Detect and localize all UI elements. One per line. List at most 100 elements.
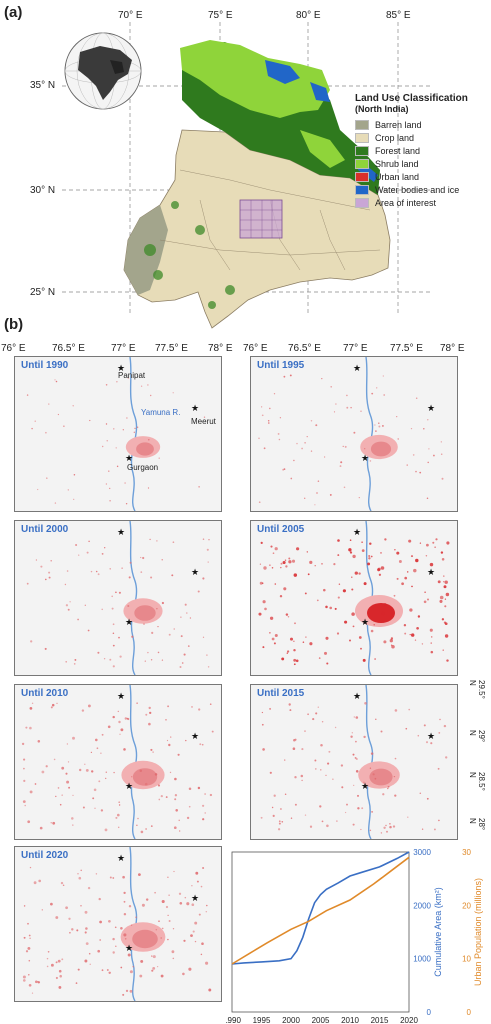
- settlement-dot: [178, 892, 182, 895]
- settlement-dot: [177, 753, 180, 756]
- settlement-dot: [37, 740, 41, 743]
- settlement-dot: [130, 924, 133, 926]
- settlement-dot: [88, 952, 91, 955]
- settlement-dot: [307, 713, 309, 716]
- settlement-dot: [66, 780, 70, 784]
- settlement-dot: [109, 499, 111, 502]
- lat-tick-2: 28.5° N: [468, 772, 486, 791]
- settlement-dot: [124, 717, 128, 720]
- settlement-dot: [61, 766, 65, 770]
- settlement-dot: [76, 929, 79, 932]
- settlement-dot: [188, 805, 191, 808]
- settlement-dot: [174, 777, 177, 781]
- settlement-dot: [55, 795, 57, 798]
- settlement-dot: [273, 794, 276, 797]
- settlement-dot: [360, 410, 362, 413]
- x-tick-label: 1990: [226, 1016, 241, 1024]
- urban-map-2015: ★ ★ ★ Until 2015: [250, 684, 458, 840]
- settlement-dot: [123, 900, 126, 903]
- settlement-dot: [440, 551, 444, 554]
- city-star-icon: ★: [117, 691, 125, 701]
- settlement-dot: [268, 407, 271, 410]
- settlement-dot: [352, 753, 355, 756]
- settlement-dot: [302, 641, 305, 643]
- settlement-dot: [278, 820, 281, 823]
- settlement-dot: [58, 969, 62, 973]
- settlement-dot: [342, 445, 344, 448]
- settlement-dot: [184, 603, 187, 606]
- settlement-dot: [374, 424, 376, 426]
- settlement-dot: [77, 873, 79, 875]
- settlement-dot: [201, 942, 204, 945]
- settlement-dot: [101, 969, 104, 972]
- map-title: Until 2010: [21, 688, 69, 699]
- settlement-dot: [44, 578, 47, 581]
- settlement-dot: [196, 880, 199, 883]
- settlement-dot: [155, 928, 158, 931]
- lon-label-85: 85° E: [386, 10, 411, 21]
- legend-swatch: [355, 158, 369, 169]
- settlement-dot: [23, 758, 26, 761]
- settlement-dot: [261, 723, 264, 726]
- settlement-dot: [419, 792, 422, 795]
- river-line: [365, 685, 374, 839]
- settlement-dot: [401, 582, 404, 586]
- settlement-dot: [410, 427, 413, 430]
- settlement-dot: [37, 981, 39, 983]
- y-tick-label: 1000: [413, 955, 431, 964]
- city-star-icon: ★: [117, 363, 125, 373]
- settlement-dot: [118, 801, 121, 804]
- settlement-dot: [140, 830, 144, 834]
- settlement-dot: [101, 608, 103, 611]
- settlement-dot: [168, 743, 171, 747]
- settlement-dot: [122, 429, 124, 431]
- settlement-dot: [296, 442, 298, 445]
- settlement-dot: [432, 454, 435, 457]
- settlement-dot: [407, 816, 409, 818]
- y-tick-label: 0: [427, 1008, 432, 1017]
- settlement-dot: [29, 937, 31, 940]
- settlement-dot: [178, 819, 180, 822]
- settlement-dot: [84, 959, 88, 963]
- urban-map-2010: ★ ★ ★ Until 2010: [14, 684, 222, 840]
- settlement-dot: [426, 543, 429, 547]
- settlement-dot: [72, 794, 74, 797]
- settlement-dot: [371, 811, 373, 813]
- city-star-icon: ★: [117, 853, 125, 863]
- settlement-dot: [167, 876, 169, 879]
- settlement-dot: [380, 552, 382, 554]
- urban-core-dense: [370, 441, 392, 457]
- settlement-dot: [206, 904, 208, 907]
- settlement-dot: [45, 431, 47, 434]
- settlement-dot: [444, 634, 449, 638]
- settlement-dot: [393, 775, 396, 778]
- settlement-dot: [326, 824, 329, 828]
- settlement-dot: [277, 828, 281, 831]
- settlement-dot: [131, 635, 134, 638]
- settlement-dot: [143, 623, 145, 625]
- settlement-dot: [152, 955, 156, 959]
- settlement-dot: [357, 807, 360, 810]
- settlement-dot: [327, 762, 330, 765]
- settlement-dot: [138, 873, 141, 876]
- settlement-dot: [259, 581, 263, 585]
- settlement-dot: [340, 764, 344, 767]
- settlement-dot: [31, 992, 34, 994]
- settlement-dot: [73, 663, 76, 665]
- settlement-dot: [300, 774, 304, 778]
- settlement-dot: [200, 953, 203, 956]
- settlement-dot: [430, 650, 434, 654]
- settlement-dot: [137, 817, 139, 820]
- settlement-dot: [23, 779, 26, 783]
- population-series-line: [231, 856, 410, 965]
- settlement-dot: [134, 427, 136, 430]
- settlement-dot: [336, 820, 338, 822]
- settlement-dot: [304, 497, 306, 499]
- settlement-dot: [141, 903, 145, 907]
- city-star-icon: ★: [353, 691, 361, 701]
- settlement-dot: [309, 560, 313, 565]
- settlement-dot: [41, 770, 45, 774]
- urban-map-1990: ★ ★ ★ Until 1990 Panipat Meerut Gurgaon Yam…: [14, 356, 222, 512]
- settlement-dot: [100, 809, 104, 812]
- settlement-dot: [352, 554, 356, 559]
